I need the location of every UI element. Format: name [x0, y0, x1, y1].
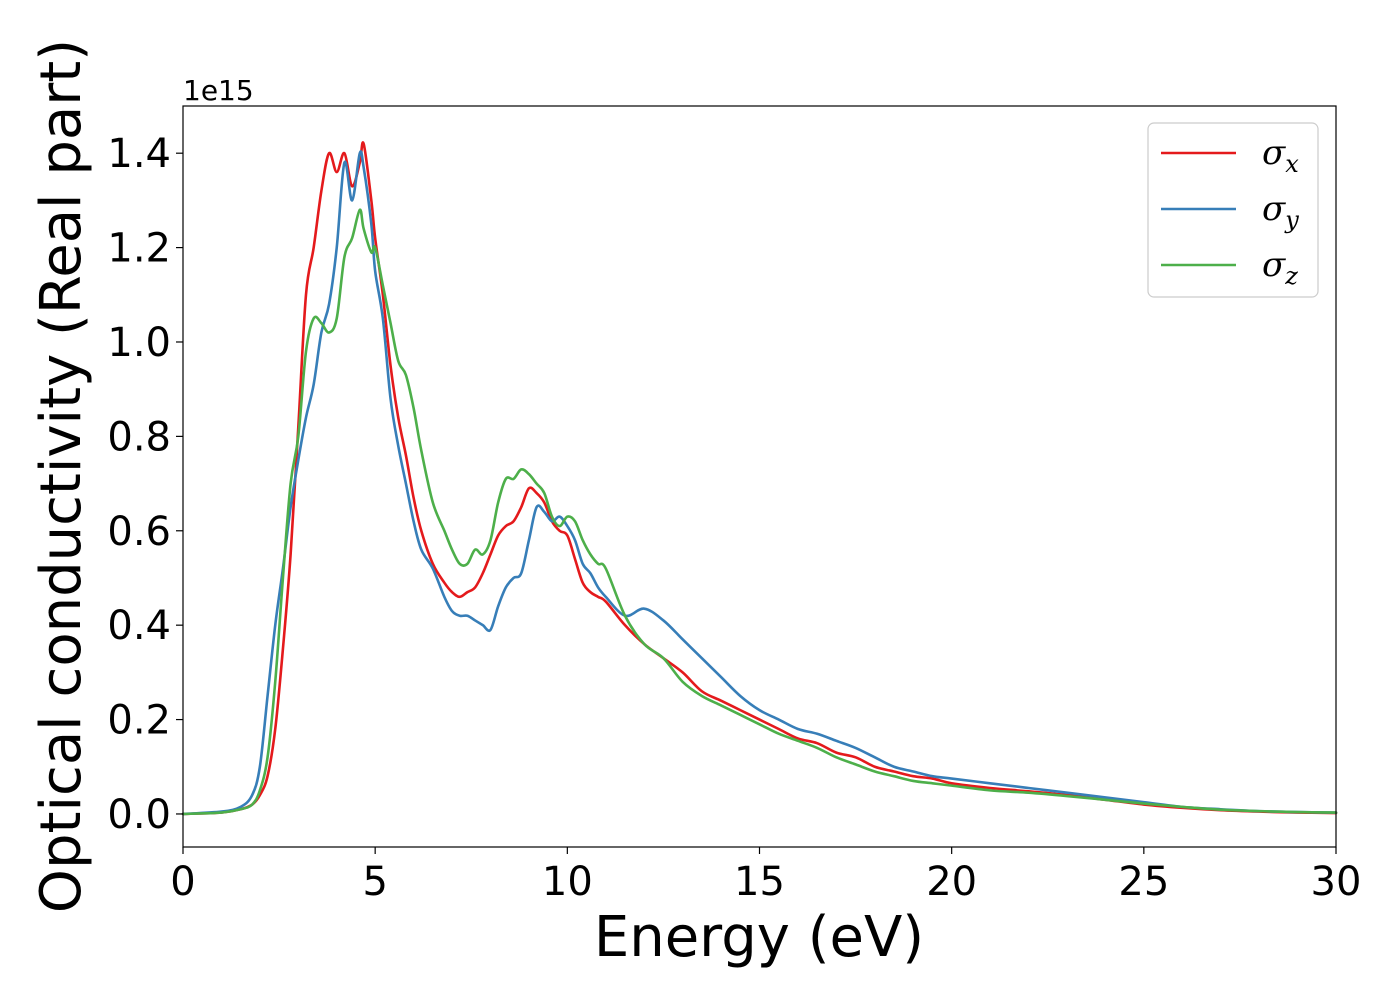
x-tick-label: 25	[1118, 859, 1169, 905]
series-line-x	[181, 141, 1338, 816]
legend-label-y: σy	[1262, 189, 1299, 234]
x-tick-label: 10	[542, 859, 593, 905]
y-axis-label: Optical conductivity (Real part)	[29, 39, 94, 913]
series-line-z	[181, 208, 1338, 816]
y-tick-label: 0.0	[107, 792, 171, 838]
y-tick-label: 1.0	[107, 320, 171, 366]
x-tick-label: 15	[734, 859, 785, 905]
x-tick-label: 20	[926, 859, 977, 905]
x-tick-label: 5	[362, 859, 387, 905]
x-axis-ticks: 0 5 10 15 20 25 30	[170, 847, 1361, 905]
legend-label-x: σx	[1262, 133, 1299, 178]
y-tick-label: 0.6	[107, 509, 171, 555]
series-layer	[181, 141, 1338, 816]
y-tick-label: 0.2	[107, 698, 171, 744]
y-tick-label: 1.4	[107, 131, 171, 177]
y-tick-label: 1.2	[107, 226, 171, 272]
series-line-y	[181, 150, 1338, 816]
y-offset-label: 1e15	[183, 74, 254, 107]
y-tick-label: 0.4	[107, 603, 171, 649]
legend-label-z: σz	[1262, 245, 1298, 290]
y-axis-ticks: 0.0 0.2 0.4 0.6 0.8 1.0 1.2 1.4	[107, 131, 183, 838]
x-tick-label: 30	[1311, 859, 1362, 905]
y-tick-label: 0.8	[107, 414, 171, 460]
x-axis-label: Energy (eV)	[594, 905, 924, 970]
x-tick-label: 0	[170, 859, 195, 905]
legend: σx σy σz	[1147, 122, 1319, 298]
